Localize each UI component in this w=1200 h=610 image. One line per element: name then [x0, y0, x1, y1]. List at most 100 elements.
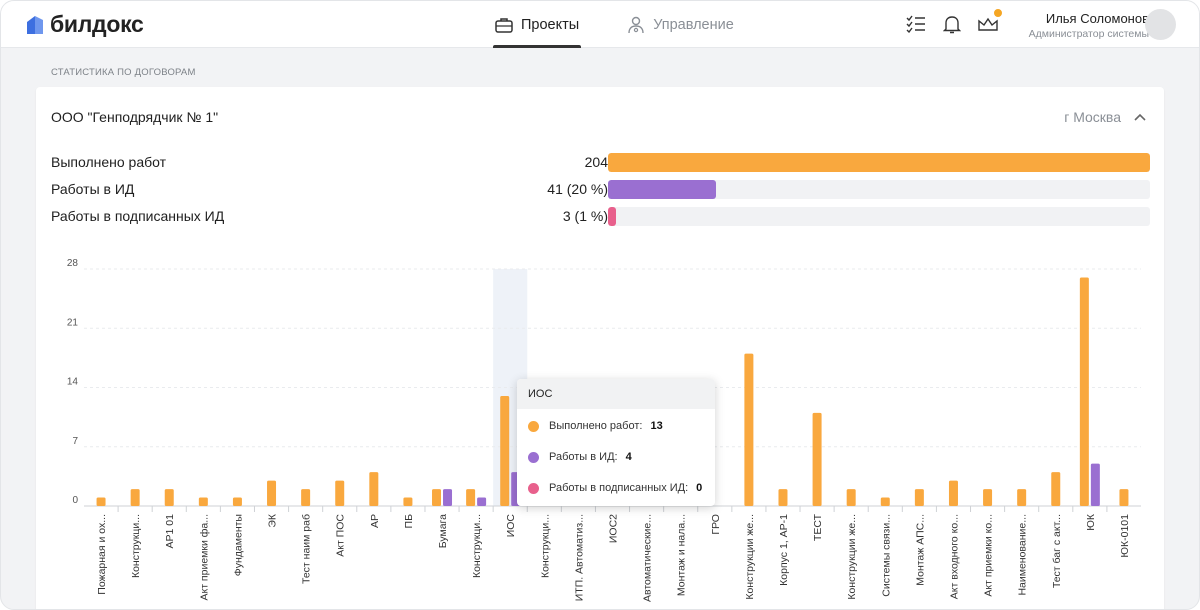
bar-works — [301, 489, 311, 506]
bar-works — [198, 497, 208, 506]
contract-card: ООО "Генподрядчик № 1" г Москва Выполнен… — [36, 87, 1164, 609]
brand-name: билдокс — [50, 11, 144, 37]
crown-icon — [978, 17, 998, 31]
building-logo-icon — [27, 15, 43, 34]
briefcase-icon — [495, 17, 513, 33]
stat-value: 41 (20 %) — [547, 181, 608, 197]
x-tick-label: ТЕСТ — [812, 513, 824, 541]
tooltip-row: Работы в ИД: 4 — [528, 451, 632, 463]
notifications-button[interactable] — [941, 13, 963, 35]
tooltip-row: Выполнено работ: 13 — [528, 420, 663, 432]
city-label: г Москва — [1064, 109, 1121, 125]
x-tick-label: Тест наим раб — [301, 514, 313, 584]
bar-works — [744, 353, 754, 506]
y-tick-label: 21 — [67, 317, 79, 328]
nav-tab-label: Управление — [653, 16, 734, 33]
user-gear-icon — [628, 16, 644, 33]
x-tick-label: ИОС — [505, 514, 517, 538]
y-tick-label: 14 — [67, 377, 79, 388]
tooltip-value: 13 — [650, 420, 663, 432]
x-tick-label: ИТП. Автоматиз... — [573, 514, 585, 601]
subscription-button[interactable] — [977, 8, 1003, 35]
tooltip-value: 0 — [696, 482, 703, 494]
x-tick-label: Монтаж АПС... — [914, 514, 926, 586]
x-tick-label: Фундаменты — [232, 514, 244, 576]
bar-works — [466, 489, 476, 506]
company-name: ООО "Генподрядчик № 1" — [51, 109, 219, 125]
x-tick-label: ЮК-0101 — [1119, 514, 1131, 558]
stat-value: 3 (1 %) — [562, 208, 608, 224]
stat-progress-fill — [608, 207, 617, 226]
x-tick-label: Корпус 1, АР-1 — [778, 514, 790, 586]
x-tick-label: Конструкции же... — [846, 514, 858, 600]
x-tick-label: Конструкци... — [539, 514, 551, 578]
brand-logo[interactable]: билдокс — [25, 11, 144, 38]
tooltip-value: 4 — [625, 451, 632, 463]
x-tick-label: Автоматические... — [642, 514, 654, 602]
legend-dot — [528, 451, 539, 463]
x-tick-label: ГРО — [710, 514, 722, 535]
legend-dot — [528, 420, 539, 432]
x-tick-label: Конструкци... — [471, 514, 483, 578]
nav-tab-projects[interactable]: Проекты — [493, 1, 582, 48]
bar-works — [1017, 489, 1027, 506]
chevron-up-icon[interactable] — [1132, 109, 1148, 125]
bar-works — [130, 489, 140, 506]
bar-works — [232, 497, 242, 506]
nav-tab-management[interactable]: Управление — [625, 1, 736, 48]
bar-works — [846, 489, 856, 506]
stat-progress-fill — [608, 153, 1150, 172]
x-tick-label: АР1 01 — [164, 514, 176, 549]
x-tick-label: Акт приемки ко... — [983, 514, 995, 597]
bell-icon — [943, 16, 961, 34]
stat-progress-fill — [608, 180, 717, 199]
bar-works — [880, 497, 890, 506]
x-tick-label: Акт входного ко... — [948, 514, 960, 599]
x-tick-label: АР — [369, 514, 381, 528]
bar-works — [267, 480, 277, 506]
tooltip-title: ИОС — [517, 379, 715, 409]
user-name: Илья Соломонов — [1045, 11, 1149, 26]
bar-works — [500, 395, 510, 506]
x-tick-label: ЮК — [1085, 513, 1097, 531]
stat-label: Работы в подписанных ИД — [51, 208, 225, 224]
checklist-icon — [906, 15, 925, 33]
section-title: СТАТИСТИКА ПО ДОГОВОРАМ — [51, 67, 196, 78]
nav-tab-label: Проекты — [521, 16, 580, 33]
notification-dot — [993, 8, 1003, 18]
x-tick-label: Системы связи... — [880, 514, 892, 597]
x-tick-label: Пожарная и ох... — [96, 514, 108, 595]
bar-works — [948, 480, 958, 506]
bar-works — [812, 412, 822, 506]
avatar[interactable] — [1145, 9, 1176, 40]
bar-works — [96, 497, 106, 506]
x-tick-label: ЭК — [267, 513, 279, 528]
x-tick-label: Конструкции же... — [744, 514, 756, 600]
x-tick-label: Акт приемки фа... — [198, 514, 210, 601]
bar-works — [914, 489, 924, 506]
tasks-button[interactable] — [905, 13, 927, 35]
user-role: Администратор системы — [1028, 28, 1149, 40]
tooltip-label: Выполнено работ: — [549, 420, 643, 432]
tooltip-row: Работы в подписанных ИД: 0 — [528, 482, 702, 494]
chart-tooltip: ИОС Выполнено работ: 13 Работы в ИД: 4 Р… — [517, 379, 715, 506]
stat-progress-track — [608, 207, 1150, 226]
bar-works — [1079, 277, 1089, 506]
x-tick-label: ИОС2 — [608, 514, 620, 543]
user-info[interactable]: Илья Соломонов Администратор системы — [1029, 11, 1149, 41]
bar-id — [1090, 463, 1100, 506]
bar-works — [1119, 489, 1129, 506]
bar-works — [778, 489, 788, 506]
bar-works — [403, 497, 413, 506]
stat-label: Выполнено работ — [51, 154, 167, 170]
top-header: билдокс Проекты Управление — [1, 1, 1199, 48]
stat-value: 204 — [584, 154, 608, 170]
stat-row: Выполнено работ 204 — [51, 153, 1151, 173]
x-tick-label: Наименование... — [1017, 514, 1029, 596]
legend-dot — [528, 482, 539, 494]
bar-works — [983, 489, 993, 506]
header-actions — [905, 8, 1003, 35]
x-tick-label: Бумага — [437, 514, 449, 548]
tooltip-label: Работы в ИД: — [549, 451, 618, 463]
